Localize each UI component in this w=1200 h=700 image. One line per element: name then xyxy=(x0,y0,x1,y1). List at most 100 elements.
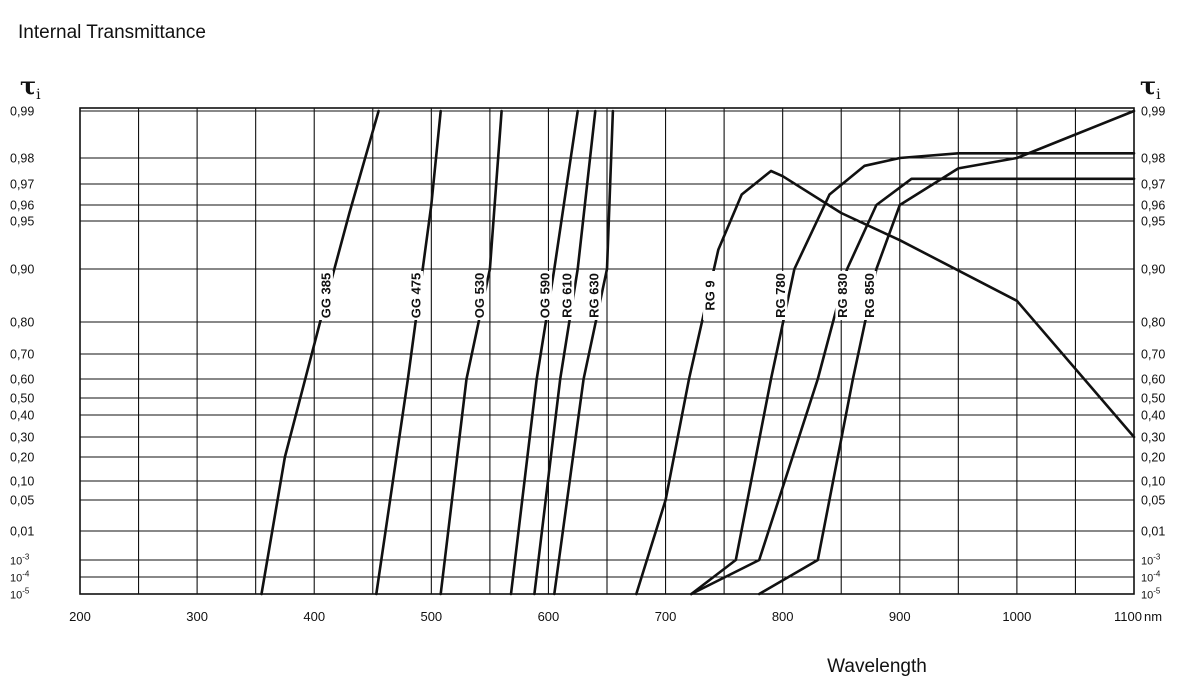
y-tick-label-base: 0,30 xyxy=(10,431,34,445)
x-tick-label: 900 xyxy=(889,609,911,624)
y-tick-label-exponent: -4 xyxy=(22,570,30,579)
x-tick-label: 800 xyxy=(772,609,794,624)
y-tick-label-left: 0,01 xyxy=(10,525,34,539)
plot-frame xyxy=(79,107,1135,595)
y-tick-label-base: 10 xyxy=(10,573,22,585)
y-tick-label-right: 0,20 xyxy=(1141,451,1165,465)
y-tick-label-base: 0,90 xyxy=(1141,263,1165,277)
y-tick-label-base: 0,01 xyxy=(10,525,34,539)
y-tick-label-base: 0,95 xyxy=(1141,215,1165,229)
y-tick-label-right: 0,80 xyxy=(1141,316,1165,330)
y-tick-label-right: 0,60 xyxy=(1141,373,1165,387)
y-tick-label-left: 0,05 xyxy=(10,494,34,508)
y-tick-label-left: 0,96 xyxy=(10,199,34,213)
y-axis-symbol-left: τi xyxy=(20,71,41,103)
series-curve-og-530 xyxy=(439,109,503,596)
y-tick-label-base: 0,96 xyxy=(1141,199,1165,213)
series-labels: GG 385 GG 475 OG 530 OG 590 RG 610 RG 630 RG 9… xyxy=(318,271,877,320)
series-label-rg-830: RG 830 xyxy=(835,273,850,318)
y-tick-label-base: 0,50 xyxy=(10,392,34,406)
y-tick-label-left: 0,20 xyxy=(10,451,34,465)
y-tick-label-base: 10 xyxy=(1141,590,1153,602)
series-label-rg-780: RG 780 xyxy=(773,273,788,318)
y-tick-label-base: 0,60 xyxy=(10,373,34,387)
y-tick-label-base: 0,70 xyxy=(10,348,34,362)
y-tick-label-base: 0,98 xyxy=(10,152,34,166)
y-tick-label-left: 0,97 xyxy=(10,178,34,192)
series-label-gg-475: GG 475 xyxy=(409,273,424,319)
series-label-bg xyxy=(472,271,487,320)
y-tick-label-base: 0,98 xyxy=(1141,152,1165,166)
y-tick-label-right: 10-3 xyxy=(1141,553,1161,568)
x-tick-label: 200 xyxy=(69,609,91,624)
y-tick-label-right: 10-5 xyxy=(1141,587,1161,602)
y-tick-label-base: 0,05 xyxy=(10,494,34,508)
y-axis-symbol-left-sub: i xyxy=(36,87,41,103)
y-axis-symbol-left-main: τ xyxy=(20,71,36,100)
grid xyxy=(80,108,1134,594)
series-curve-gg-385 xyxy=(260,109,380,596)
series-label-rg-630: RG 630 xyxy=(587,273,602,318)
series-label-gg-385: GG 385 xyxy=(318,273,333,319)
y-tick-label-left: 0,30 xyxy=(10,431,34,445)
y-tick-label-left: 0,50 xyxy=(10,392,34,406)
series-label-bg xyxy=(835,271,850,320)
y-tick-label-base: 0,60 xyxy=(1141,373,1165,387)
series-label-rg-850: RG 850 xyxy=(862,273,877,318)
y-tick-label-base: 0,10 xyxy=(1141,475,1165,489)
y-tick-label-base: 0,40 xyxy=(10,409,34,423)
y-tick-label-base: 10 xyxy=(10,556,22,568)
y-tick-label-right: 0,70 xyxy=(1141,348,1165,362)
y-tick-label-base: 0,97 xyxy=(10,178,34,192)
y-tick-label-right: 0,98 xyxy=(1141,152,1165,166)
y-tick-label-left: 0,40 xyxy=(10,409,34,423)
x-tick-label: 600 xyxy=(538,609,560,624)
y-tick-label-base: 0,99 xyxy=(1141,105,1165,119)
y-tick-label-base: 0,96 xyxy=(10,199,34,213)
y-tick-label-left: 0,90 xyxy=(10,263,34,277)
y-tick-label-right: 0,50 xyxy=(1141,392,1165,406)
series-curve-rg-830 xyxy=(690,177,1136,596)
series-label-bg xyxy=(703,271,718,320)
y-tick-label-right: 0,10 xyxy=(1141,475,1165,489)
y-tick-label-left: 10-5 xyxy=(10,587,30,602)
series-label-bg xyxy=(862,271,877,320)
series-label-og-530: OG 530 xyxy=(472,273,487,319)
y-tick-label-right: 0,95 xyxy=(1141,215,1165,229)
y-tick-label-right: 0,90 xyxy=(1141,263,1165,277)
y-tick-label-base: 0,40 xyxy=(1141,409,1165,423)
x-axis-unit: nm xyxy=(1144,609,1162,624)
series-label-rg-610: RG 610 xyxy=(560,273,575,318)
y-tick-label-exponent: -5 xyxy=(1153,587,1161,596)
y-tick-label-right: 0,05 xyxy=(1141,494,1165,508)
y-tick-label-exponent: -4 xyxy=(1153,570,1161,579)
x-tick-label: 400 xyxy=(303,609,325,624)
y-tick-label-base: 10 xyxy=(1141,556,1153,568)
y-tick-label-base: 10 xyxy=(1141,573,1153,585)
y-tick-label-left: 10-3 xyxy=(10,553,30,568)
y-tick-label-base: 0,20 xyxy=(10,451,34,465)
y-tick-labels: 0,99 0,99 0,98 0,98 0,97 0,97 0,96 0,96 0,95 0,95… xyxy=(10,105,1165,602)
y-tick-label-base: 0,80 xyxy=(10,316,34,330)
series-curve-rg-850 xyxy=(757,109,1136,596)
y-tick-label-base: 0,95 xyxy=(10,215,34,229)
y-tick-label-base: 0,99 xyxy=(10,105,34,119)
y-tick-label-left: 0,99 xyxy=(10,105,34,119)
y-tick-label-left: 10-4 xyxy=(10,570,30,585)
y-tick-label-left: 0,98 xyxy=(10,152,34,166)
y-axis-symbol-right-main: τ xyxy=(1140,71,1156,100)
x-tick-label: 500 xyxy=(420,609,442,624)
series-label-og-590: OG 590 xyxy=(537,273,552,319)
x-tick-label: 700 xyxy=(655,609,677,624)
series-curve-rg-630 xyxy=(553,109,615,596)
page-title: Internal Transmittance xyxy=(18,22,206,43)
y-tick-label-left: 0,70 xyxy=(10,348,34,362)
series-label-bg xyxy=(560,271,575,320)
y-tick-label-base: 0,20 xyxy=(1141,451,1165,465)
y-tick-label-left: 0,95 xyxy=(10,215,34,229)
series-curve-og-590 xyxy=(509,109,579,596)
y-tick-label-base: 0,10 xyxy=(10,475,34,489)
series-curve-rg-610 xyxy=(533,109,597,596)
x-axis-label: Wavelength xyxy=(827,656,927,677)
x-tick-label: 1000 xyxy=(1002,609,1031,624)
